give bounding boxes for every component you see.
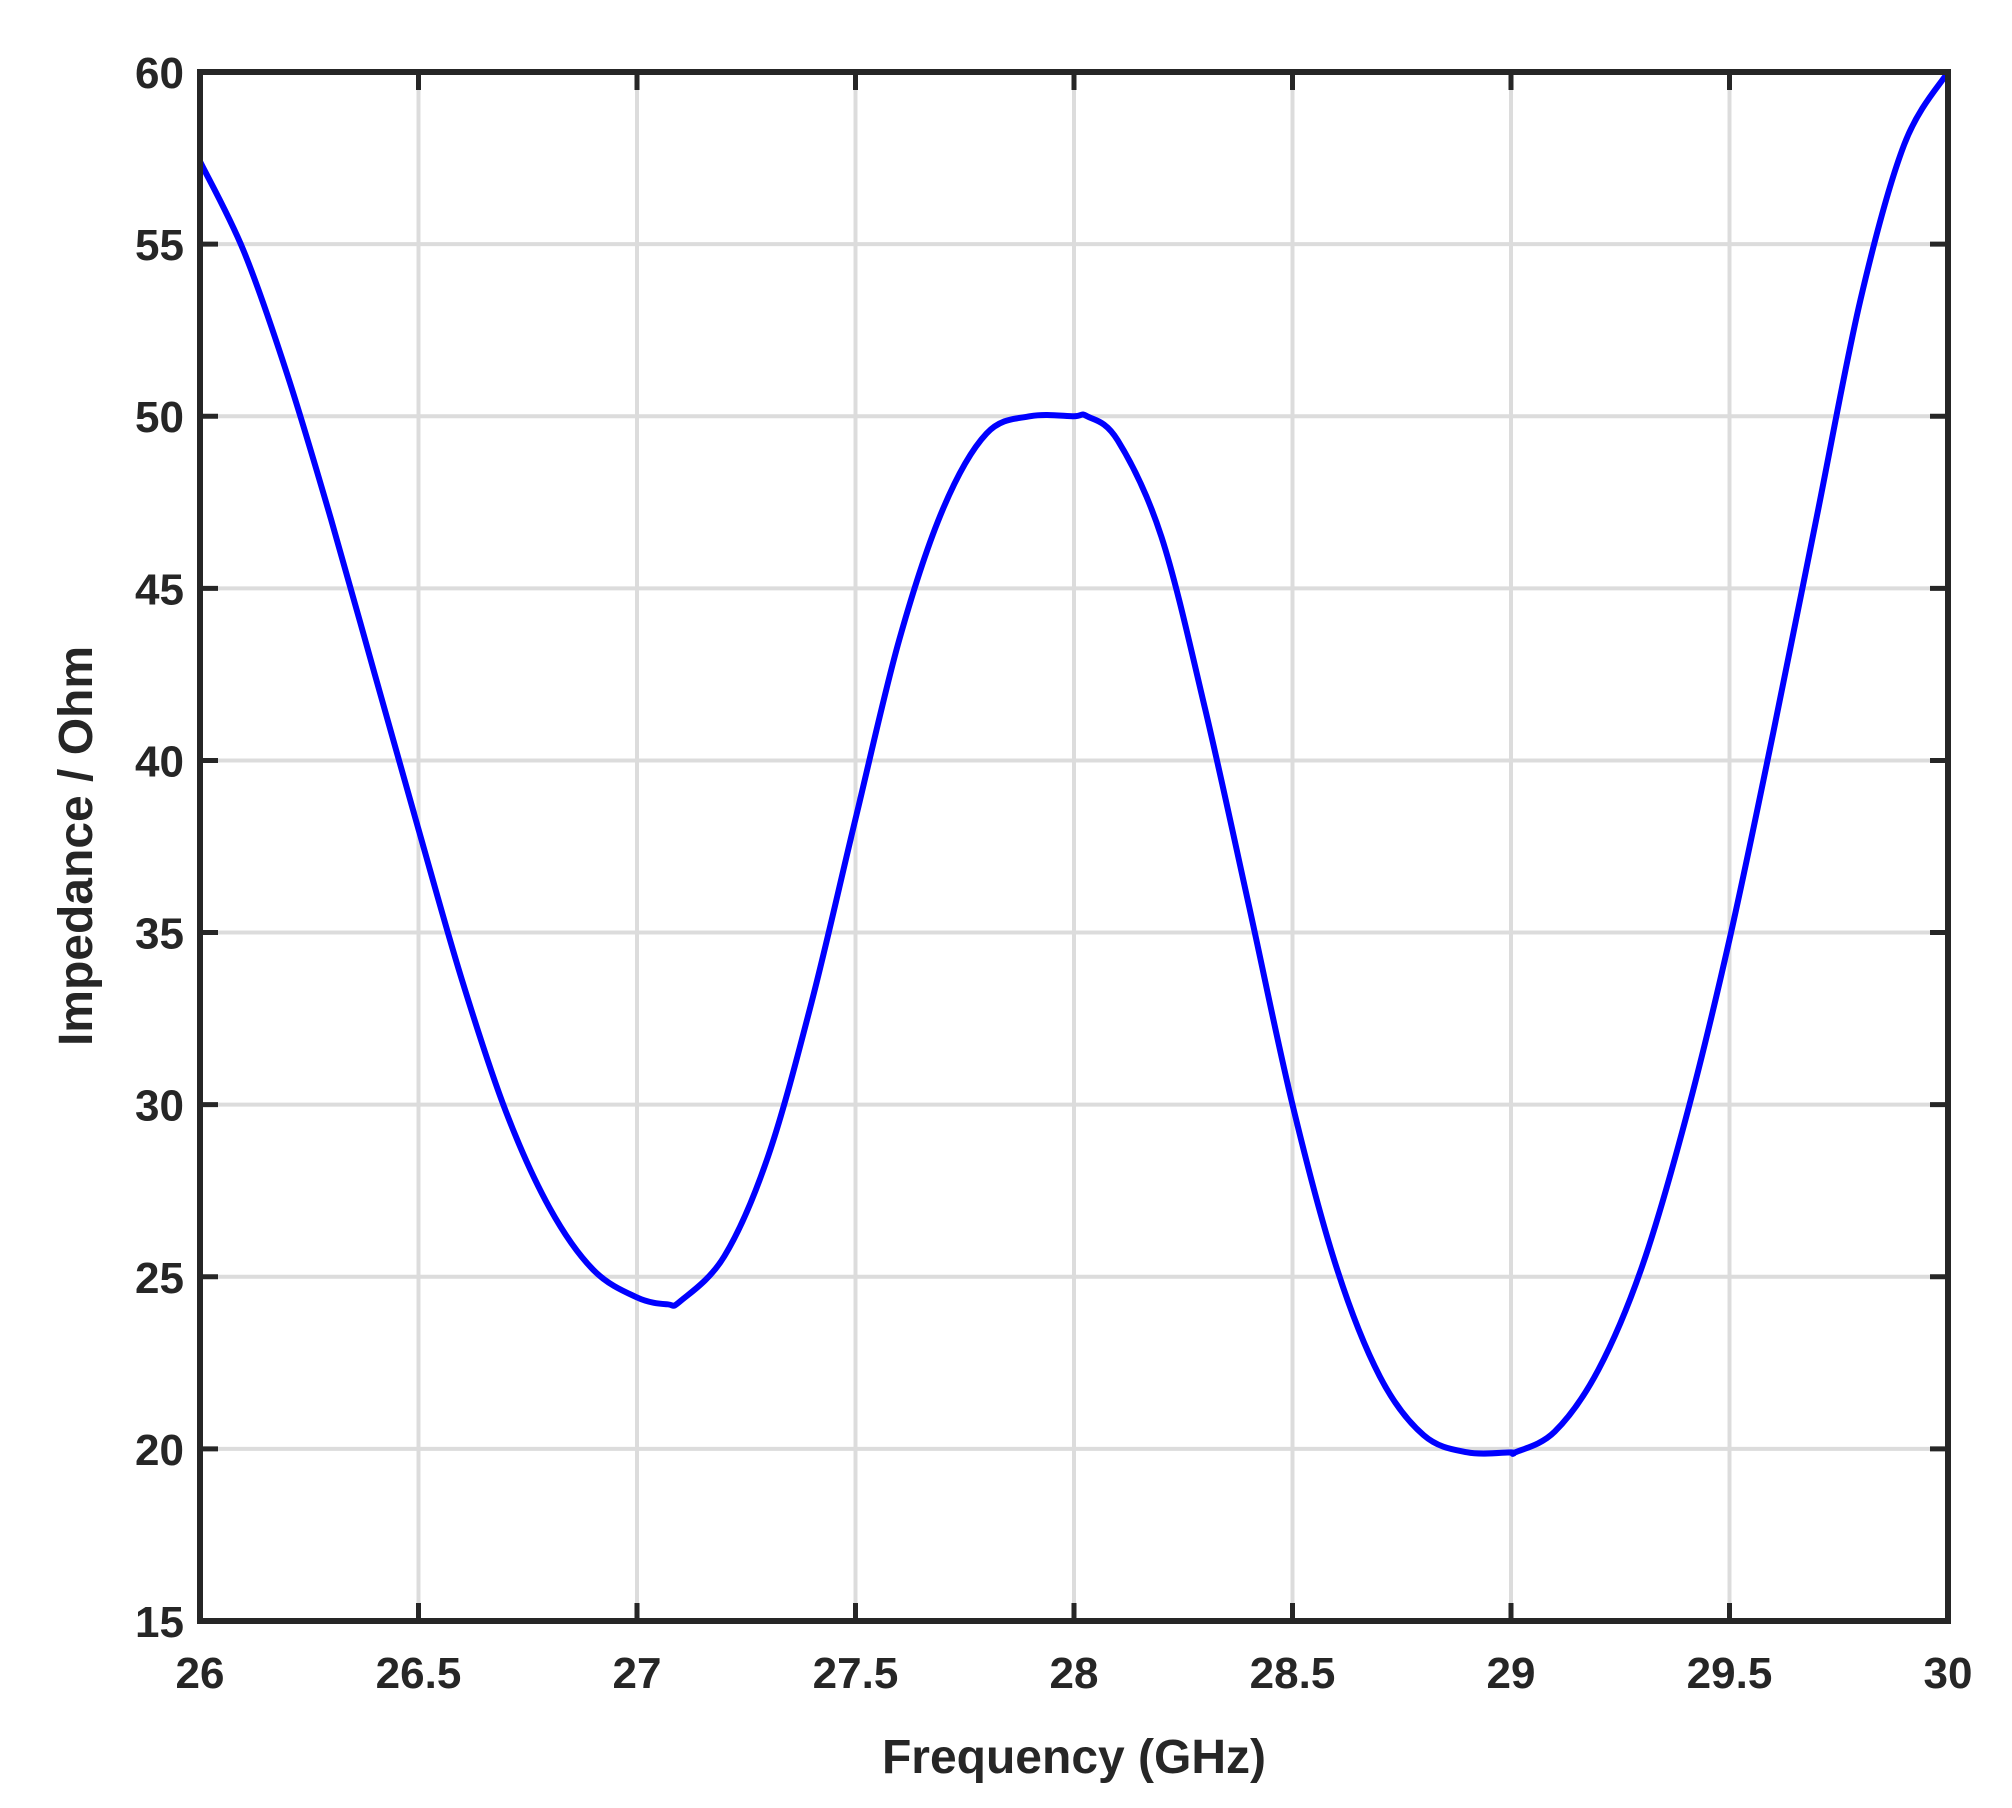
y-tick-label: 25 [135, 1254, 184, 1303]
y-tick-label: 55 [135, 221, 184, 270]
x-tick-label: 30 [1924, 1649, 1973, 1698]
y-tick-label: 35 [135, 910, 184, 959]
x-tick-label: 26.5 [376, 1649, 462, 1698]
y-tick-label: 20 [135, 1426, 184, 1475]
x-tick-labels: 26 26.5 27 27.5 28 28.5 29 29.5 30 [176, 1649, 1973, 1698]
y-tick-label: 50 [135, 393, 184, 442]
x-tick-label: 29.5 [1687, 1649, 1773, 1698]
y-tick-label: 40 [135, 737, 184, 786]
y-axis-title: Impedance / Ohm [50, 646, 103, 1046]
y-tick-label: 60 [135, 49, 184, 98]
x-axis-title: Frequency (GHz) [882, 1731, 1266, 1784]
y-tick-label: 30 [135, 1082, 184, 1131]
x-tick-label: 29 [1487, 1649, 1536, 1698]
x-tick-label: 27 [613, 1649, 662, 1698]
y-tick-labels: 15 20 25 30 35 40 45 50 55 60 [135, 49, 184, 1647]
x-tick-label: 26 [176, 1649, 225, 1698]
x-tick-label: 28.5 [1250, 1649, 1336, 1698]
y-tick-label: 15 [135, 1598, 184, 1647]
plot-frame [197, 69, 1951, 1624]
grid-lines [200, 72, 1948, 1621]
x-tick-label: 28 [1050, 1649, 1099, 1698]
series-layer [197, 69, 1951, 1457]
y-tick-label: 45 [135, 565, 184, 614]
impedance-series-line [197, 69, 1951, 1457]
x-tick-label: 27.5 [813, 1649, 899, 1698]
